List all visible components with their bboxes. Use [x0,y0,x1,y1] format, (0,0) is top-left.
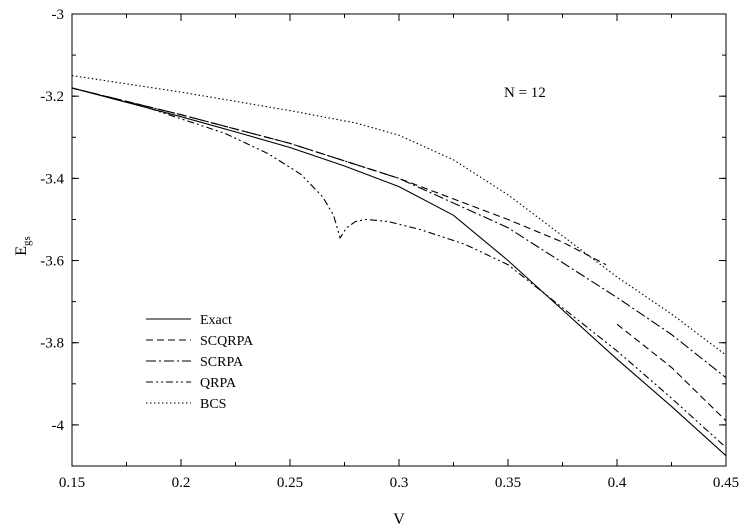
plot-frame [71,13,727,467]
y-tick-label: -3 [52,7,65,23]
legend-label-qrpa: QRPA [200,376,237,391]
legend: Exact SCQRPA SCRPA QRPA BCS [146,313,254,412]
x-tick-label: 0.15 [59,475,85,491]
ticks: 0.15 0.2 0.25 0.3 0.35 0.4 0.45 -3 -3.2 -3.4 -3.6 -… [40,7,739,491]
x-tick-label: 0.4 [608,475,627,491]
y-axis-title: Egs [13,236,33,256]
series-line-scqrpa-branch [616,323,727,422]
series-line-bcs [71,75,727,356]
series-layer [71,75,727,457]
x-tick-label: 0.2 [172,475,191,491]
annotation-label: N = 12 [504,85,546,101]
series-line-scqrpa [71,87,607,266]
y-tick-label: -3.6 [40,254,64,270]
x-axis-title: V [393,511,405,528]
y-tick-label: -3.2 [40,89,64,105]
x-tick-label: 0.45 [713,475,739,491]
legend-label-exact: Exact [200,313,232,328]
x-tick-label: 0.25 [277,475,303,491]
y-tick-label: -3.8 [40,336,64,352]
series-line-exact [71,87,727,457]
legend-label-scqrpa: SCQRPA [200,334,254,349]
y-axis-title-sub: gs [21,236,33,246]
y-tick-label: -4 [52,418,65,434]
x-tick-label: 0.35 [495,475,521,491]
y-axis-title-main: E [13,246,30,256]
series-line-scrpa [71,87,727,379]
legend-label-bcs: BCS [200,397,226,412]
x-tick-label: 0.3 [390,475,409,491]
y-tick-label: -3.4 [40,171,64,187]
series-line-qrpa [71,87,727,448]
legend-label-scrpa: SCRPA [200,355,244,370]
